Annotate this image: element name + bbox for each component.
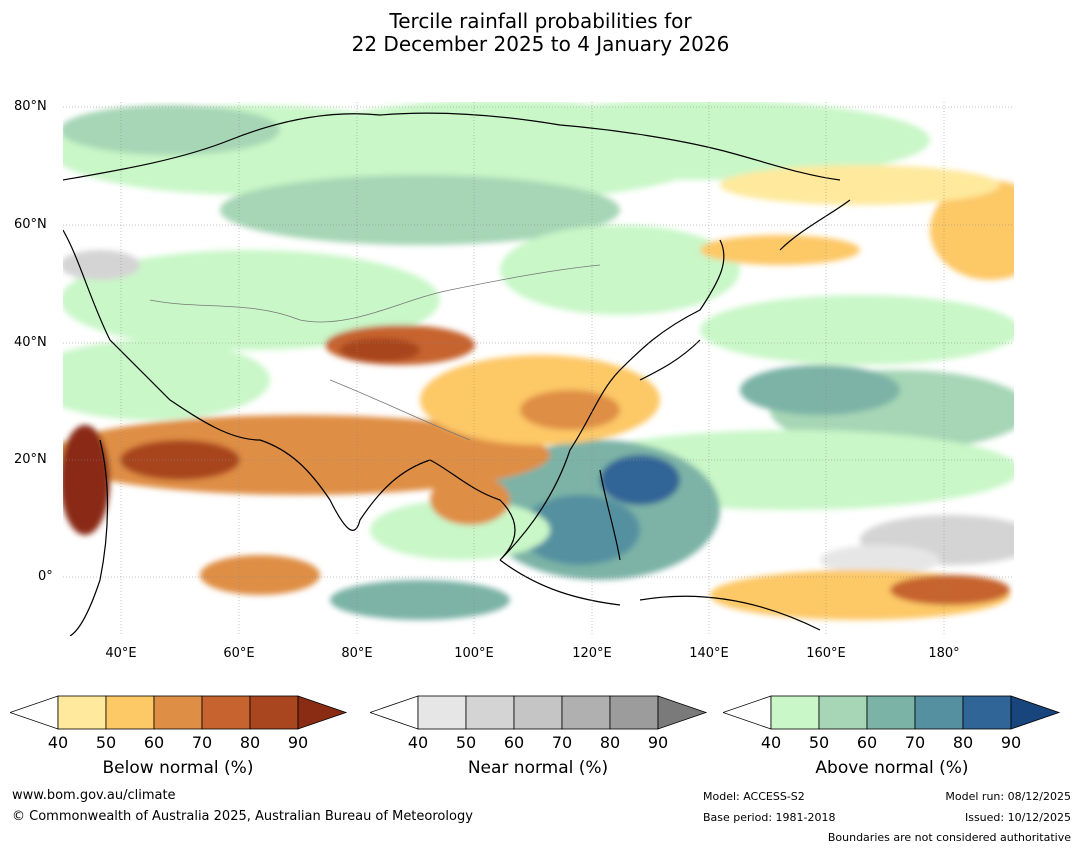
lat-label: 40°N bbox=[14, 335, 47, 350]
colorbar-arrow-high bbox=[297, 695, 348, 730]
colorbar-segment bbox=[914, 695, 964, 730]
country-boundaries bbox=[149, 264, 601, 441]
lat-label: 20°N bbox=[14, 452, 47, 467]
probability-field bbox=[63, 102, 1014, 620]
colorbar-label-below: Below normal (%) bbox=[102, 758, 254, 778]
tick-label: 80 bbox=[599, 733, 621, 752]
colorbar-below-normal bbox=[10, 695, 348, 730]
colorbar-segment bbox=[105, 695, 155, 730]
map-title-line1: Tercile rainfall probabilities for bbox=[389, 9, 692, 33]
colorbar-segment bbox=[153, 695, 203, 730]
tick-label: 50 bbox=[808, 733, 830, 752]
base-period-text: Base period: 1981-2018 bbox=[703, 811, 836, 824]
colorbar-arrow-high bbox=[657, 695, 708, 730]
colorbar-arrow-low bbox=[10, 695, 59, 730]
colorbar-segment bbox=[818, 695, 868, 730]
coastlines bbox=[63, 112, 851, 636]
colorbar-segment bbox=[249, 695, 299, 730]
colorbar-near-normal bbox=[370, 695, 708, 730]
colorbar-segment bbox=[561, 695, 611, 730]
tick-label: 70 bbox=[551, 733, 573, 752]
tick-label: 70 bbox=[904, 733, 926, 752]
tick-label: 50 bbox=[95, 733, 117, 752]
map-title-line2: 22 December 2025 to 4 January 2026 bbox=[351, 32, 730, 56]
colorbar-segment bbox=[57, 695, 107, 730]
tick-label: 80 bbox=[952, 733, 974, 752]
tick-label: 40 bbox=[760, 733, 782, 752]
tick-label: 70 bbox=[191, 733, 213, 752]
tick-label: 80 bbox=[239, 733, 261, 752]
tick-label: 90 bbox=[647, 733, 669, 752]
tick-label: 90 bbox=[287, 733, 309, 752]
lon-label: 40°E bbox=[105, 646, 137, 661]
colorbar-arrow-low bbox=[370, 695, 419, 730]
colorbar-segment bbox=[513, 695, 563, 730]
colorbar-above-normal bbox=[723, 695, 1061, 730]
colorbar-segment bbox=[201, 695, 251, 730]
lon-label: 160°E bbox=[806, 646, 846, 661]
model-text: Model: ACCESS-S2 bbox=[703, 790, 805, 803]
colorbar-segment bbox=[465, 695, 515, 730]
colorbar-segment bbox=[770, 695, 820, 730]
tick-label: 60 bbox=[856, 733, 878, 752]
lon-label: 180° bbox=[928, 646, 960, 661]
disclaimer-text: Boundaries are not considered authoritat… bbox=[827, 831, 1071, 844]
colorbar-segment bbox=[609, 695, 659, 730]
tick-label: 50 bbox=[455, 733, 477, 752]
colorbar-segment bbox=[866, 695, 916, 730]
lon-label: 120°E bbox=[572, 646, 612, 661]
colorbar-segment bbox=[962, 695, 1012, 730]
website-link[interactable]: www.bom.gov.au/climate bbox=[12, 788, 176, 803]
lon-label: 80°E bbox=[341, 646, 373, 661]
tick-label: 40 bbox=[407, 733, 429, 752]
lon-label: 140°E bbox=[689, 646, 729, 661]
colorbar-arrow-low bbox=[723, 695, 772, 730]
tick-label: 60 bbox=[143, 733, 165, 752]
colorbar-label-near: Near normal (%) bbox=[467, 758, 609, 778]
colorbar-label-above: Above normal (%) bbox=[815, 758, 969, 778]
tick-label: 90 bbox=[1000, 733, 1022, 752]
lon-label: 100°E bbox=[454, 646, 494, 661]
model-run-text: Model run: 08/12/2025 bbox=[945, 790, 1071, 803]
colorbar-segment bbox=[417, 695, 467, 730]
tick-label: 40 bbox=[47, 733, 69, 752]
gridlines bbox=[63, 102, 1014, 636]
copyright-text: © Commonwealth of Australia 2025, Austra… bbox=[12, 809, 473, 824]
tick-label: 60 bbox=[503, 733, 525, 752]
issued-text: Issued: 10/12/2025 bbox=[964, 811, 1071, 824]
lat-label: 0° bbox=[38, 569, 53, 584]
lat-label: 80°N bbox=[14, 99, 47, 114]
colorbar-arrow-high bbox=[1010, 695, 1061, 730]
lon-label: 60°E bbox=[223, 646, 255, 661]
lat-label: 60°N bbox=[14, 217, 47, 232]
